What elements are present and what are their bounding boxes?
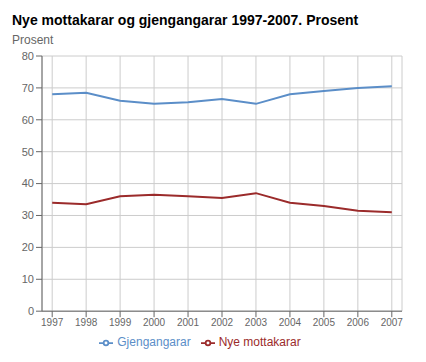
html-text:Gjengangarar: Gjengangarar [117,335,191,350]
svg-text:2003: 2003 [245,317,268,328]
svg-text:2006: 2006 [347,317,370,328]
svg-text:2007: 2007 [381,317,404,328]
svg-text:1998: 1998 [75,317,98,328]
svg-text:2002: 2002 [211,317,234,328]
html-text:Nye mottakarar og gjengangarar: Nye mottakarar og gjengangarar 1997-2007… [12,12,359,28]
svg-text:1997: 1997 [41,317,64,328]
svg-text:10: 10 [22,273,34,285]
svg-text:2005: 2005 [313,317,336,328]
svg-text:60: 60 [22,114,34,126]
svg-text:20: 20 [22,241,34,253]
svg-text:0: 0 [28,305,34,317]
html-text:Prosent: Prosent [12,33,54,47]
svg-text:50: 50 [22,146,34,158]
svg-text:40: 40 [22,177,34,189]
svg-text:30: 30 [22,209,34,221]
svg-text:2001: 2001 [177,317,200,328]
svg-text:2000: 2000 [143,317,166,328]
svg-text:1999: 1999 [109,317,132,328]
svg-text:80: 80 [22,50,34,62]
svg-text:70: 70 [22,82,34,94]
html-text:Nye mottakarar: Nye mottakarar [218,335,301,350]
svg-text:2004: 2004 [279,317,302,328]
